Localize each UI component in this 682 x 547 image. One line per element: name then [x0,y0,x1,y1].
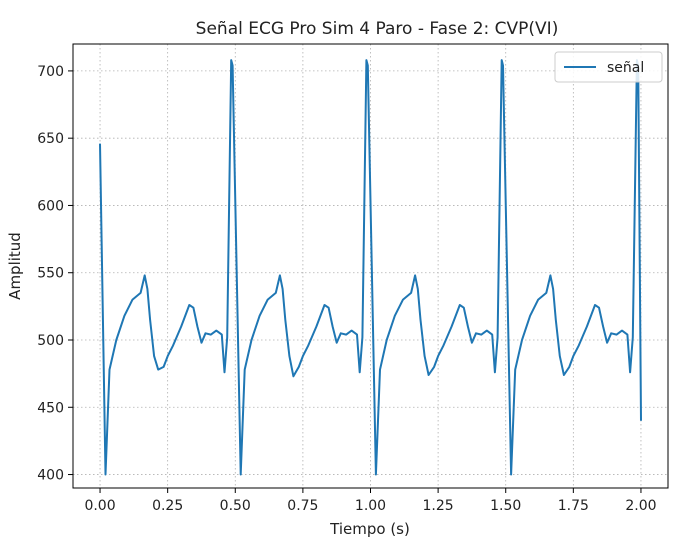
y-tick-label: 600 [37,198,64,214]
y-tick-label: 700 [37,64,64,80]
legend: señal [554,51,663,83]
x-tick-label: 1.50 [490,498,521,514]
y-tick-label: 550 [37,266,64,282]
y-tick-label: 400 [37,468,64,484]
y-tick-label: 450 [37,400,64,416]
x-axis: 0.00 0.25 0.50 0.75 1.00 1.25 1.50 1.75 2.00 [84,488,657,514]
series-layer [99,59,642,476]
legend-entry-label: señal [607,60,644,76]
y-axis-label: Amplitud [6,232,24,300]
x-tick-label: 1.00 [355,498,386,514]
x-tick-label: 0.25 [152,498,183,514]
y-axis: 400 450 500 550 600 650 700 [37,64,73,484]
chart-title: Señal ECG Pro Sim 4 Paro - Fase 2: CVP(V… [196,19,559,39]
series-line-senal [99,59,642,476]
x-tick-label: 1.75 [558,498,589,514]
x-tick-label: 1.25 [423,498,454,514]
y-tick-label: 650 [37,131,64,147]
x-axis-label: Tiempo (s) [329,520,410,538]
y-tick-label: 500 [37,333,64,349]
x-tick-label: 0.00 [84,498,115,514]
legend-box [554,51,663,83]
x-tick-label: 2.00 [625,498,656,514]
x-tick-label: 0.50 [220,498,251,514]
grid [73,44,668,488]
x-tick-label: 0.75 [287,498,318,514]
